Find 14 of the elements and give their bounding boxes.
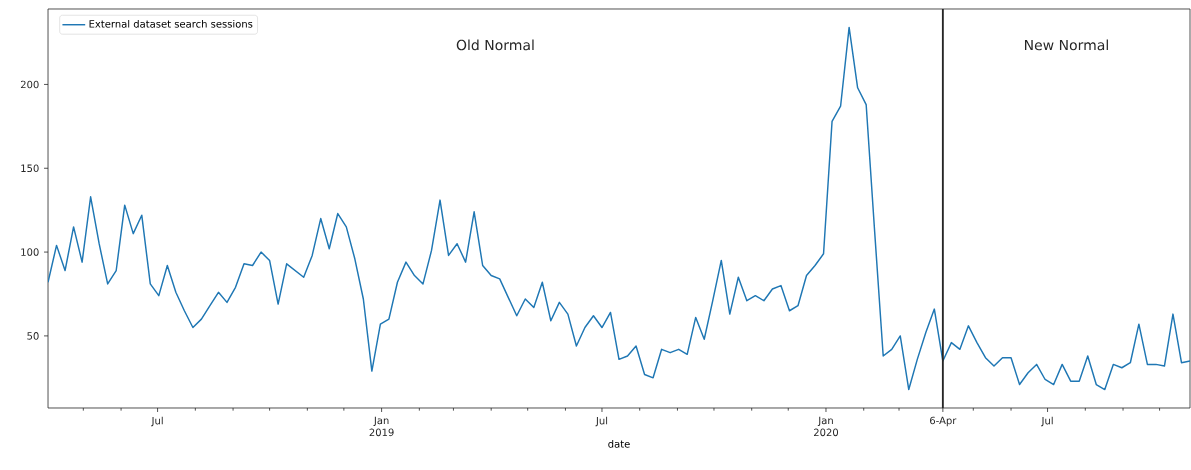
x-tick-label: Jan 2019 bbox=[369, 416, 394, 437]
x-tick-label: Jul bbox=[1041, 416, 1053, 427]
x-tick-label: Jul bbox=[595, 416, 608, 427]
y-tick-label: 100 bbox=[21, 248, 39, 256]
x-tick-label: Jan 2020 bbox=[813, 416, 839, 437]
x-axis-title: date bbox=[608, 439, 630, 448]
legend-label: External dataset search sessions bbox=[89, 19, 253, 28]
annotation: New Normal bbox=[1024, 39, 1108, 51]
y-tick-label: 50 bbox=[27, 332, 39, 340]
y-tick-label: 200 bbox=[20, 80, 39, 89]
annotation: Old Normal bbox=[456, 39, 534, 51]
x-tick-label: Jul bbox=[151, 416, 163, 427]
x-tick-label: 6-Apr bbox=[930, 416, 957, 427]
y-tick-label: 150 bbox=[21, 164, 39, 173]
